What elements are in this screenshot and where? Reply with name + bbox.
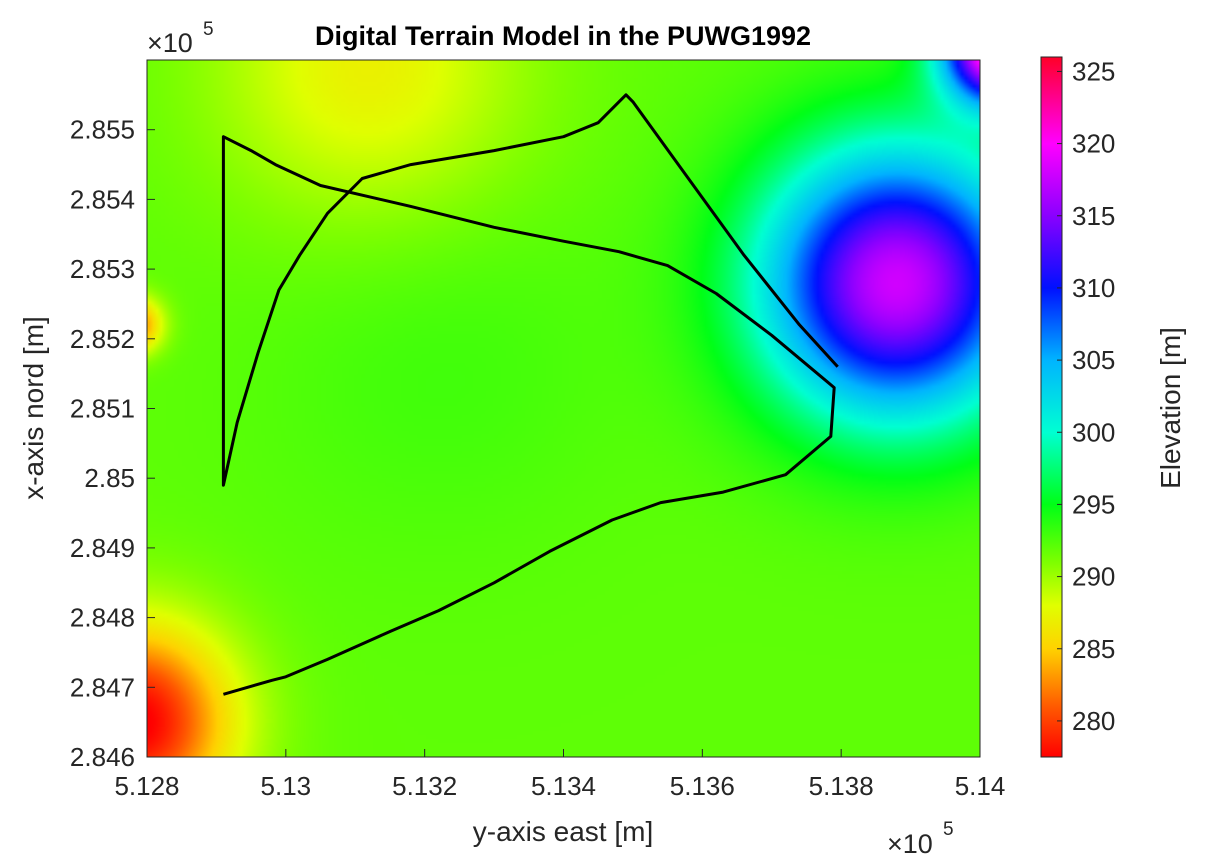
colorbar-tick-label: 320 [1072, 129, 1115, 159]
y-tick-label: 2.85 [84, 463, 135, 493]
y-axis-ticks: 2.846 2.847 2.848 2.849 2.85 2.851 2.852 2.853 2… [70, 115, 155, 772]
x-tick-label: 5.138 [809, 771, 874, 801]
colorbar-tick-label: 325 [1072, 56, 1115, 86]
x-tick-label: 5.128 [114, 771, 179, 801]
x-tick-label: 5.14 [955, 771, 1006, 801]
y-tick-label: 2.855 [70, 115, 135, 145]
y-tick-label: 2.849 [70, 533, 135, 563]
colorbar: 280 285 290 295 300 305 310 315 320 325 Elevation… [1040, 56, 1186, 758]
colorbar-tick-label: 295 [1072, 489, 1115, 519]
y-exponent-power: 5 [203, 19, 214, 40]
chart-title: Digital Terrain Model in the PUWG1992 [315, 21, 811, 51]
x-tick-label: 5.136 [670, 771, 735, 801]
colorbar-tick-label: 300 [1072, 417, 1115, 447]
area-boundary [221, 93, 839, 696]
y-tick-label: 2.848 [70, 603, 135, 633]
y-axis-exponent: ×10 5 [147, 19, 214, 58]
x-exponent-base: ×10 [887, 829, 933, 859]
colorbar-tick-label: 285 [1072, 634, 1115, 664]
boundary-layer [221, 93, 839, 696]
x-tick-label: 5.132 [392, 771, 457, 801]
colorbar-tick-label: 310 [1072, 273, 1115, 303]
y-exponent-base: ×10 [147, 28, 193, 58]
colorbar-bar [1040, 56, 1063, 758]
colorbar-label: Elevation [m] [1155, 327, 1186, 489]
y-tick-label: 2.851 [70, 394, 135, 424]
x-axis-exponent: ×10 5 [887, 819, 954, 859]
x-tick-label: 5.134 [531, 771, 596, 801]
x-exponent-power: 5 [943, 819, 954, 840]
colorbar-tick-label: 290 [1072, 562, 1115, 592]
colorbar-ticks: 280 285 290 295 300 305 310 315 320 325 [1057, 56, 1115, 736]
heatmap-plot-area [146, 59, 981, 758]
y-tick-label: 2.847 [70, 672, 135, 702]
colorbar-tick-label: 315 [1072, 201, 1115, 231]
y-axis-label: x-axis nord [m] [18, 316, 49, 500]
x-tick-label: 5.13 [261, 771, 312, 801]
y-tick-label: 2.854 [70, 184, 135, 214]
colorbar-tick-label: 305 [1072, 345, 1115, 375]
x-axis-ticks: 5.128 5.13 5.132 5.134 5.136 5.138 5.14 [114, 749, 1005, 801]
x-axis-label: y-axis east [m] [473, 816, 653, 847]
colorbar-tick-label: 280 [1072, 706, 1115, 736]
elevation-heatmap [147, 60, 980, 757]
y-tick-label: 2.852 [70, 324, 135, 354]
y-tick-label: 2.846 [70, 742, 135, 772]
y-tick-label: 2.853 [70, 254, 135, 284]
